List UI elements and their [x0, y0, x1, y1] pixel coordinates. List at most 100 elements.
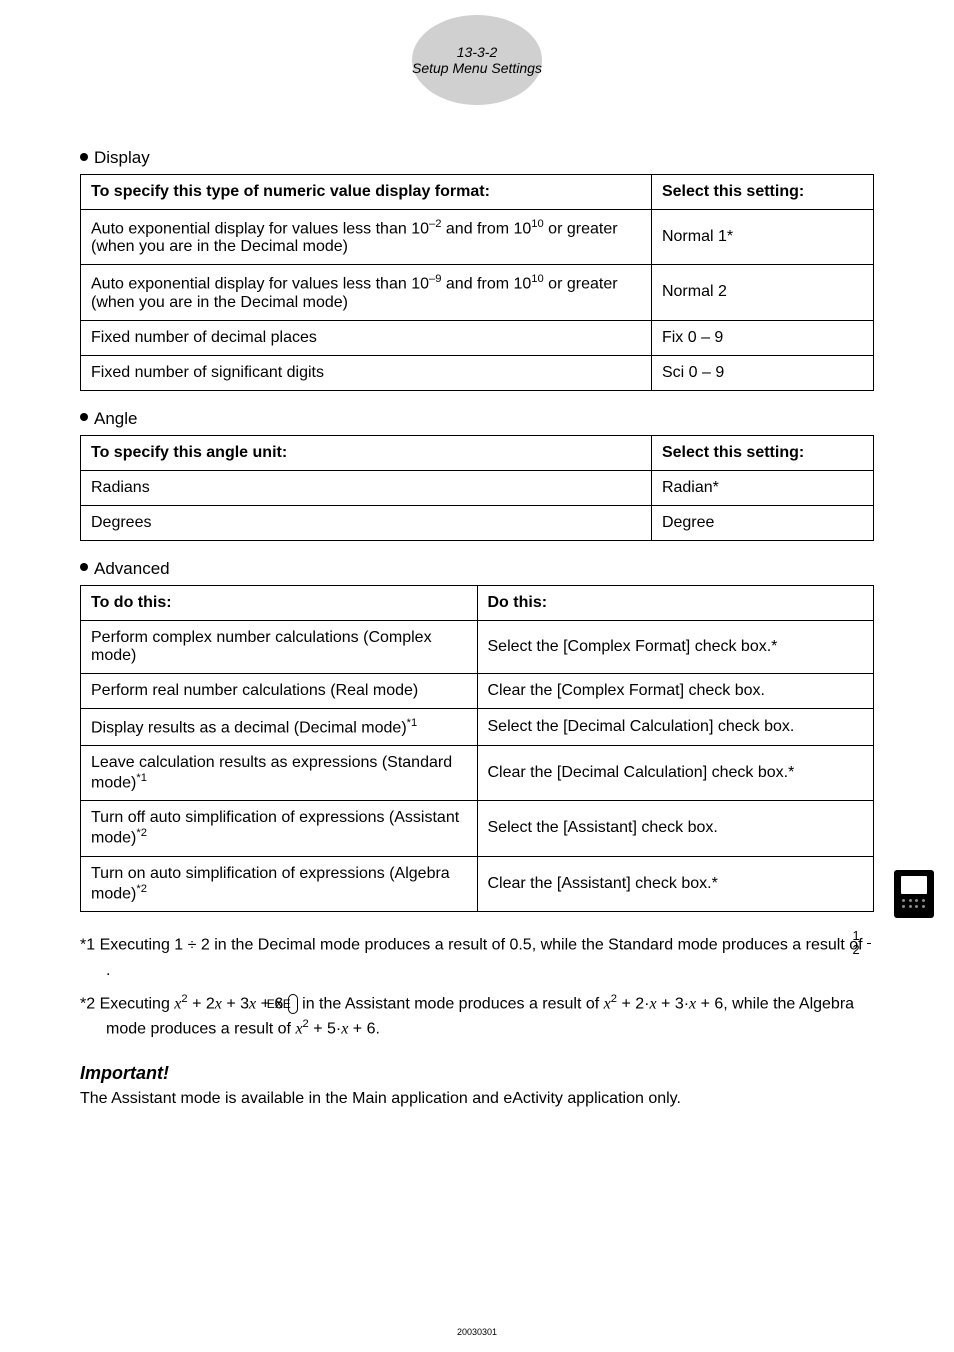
main-content: Display To specify this type of numeric … — [80, 130, 874, 1108]
text: + 2· — [617, 995, 649, 1012]
table-row: Turn off auto simplification of expressi… — [81, 801, 874, 856]
text: + 6. — [348, 1020, 380, 1037]
advanced-table: To do this: Do this: Perform complex num… — [80, 585, 874, 912]
variable: x — [649, 995, 656, 1012]
advanced-todo: Turn on auto simplification of expressio… — [81, 856, 478, 911]
text: Display results as a decimal (Decimal mo… — [91, 719, 407, 736]
text: + 5· — [309, 1020, 341, 1037]
table-header-row: To specify this type of numeric value di… — [81, 175, 874, 210]
angle-col1-header: To specify this angle unit: — [81, 435, 652, 470]
calculator-keys-icon — [901, 898, 927, 910]
exe-key-icon: EXE — [288, 994, 298, 1014]
footer-number: 20030301 — [457, 1327, 497, 1337]
advanced-todo: Display results as a decimal (Decimal mo… — [81, 708, 478, 745]
advanced-heading: Advanced — [80, 559, 874, 579]
text: + 3· — [657, 995, 689, 1012]
display-setting: Normal 1* — [651, 210, 873, 265]
display-setting: Fix 0 – 9 — [651, 320, 873, 355]
variable: x — [215, 995, 222, 1012]
text: Auto exponential display for values less… — [91, 220, 429, 237]
footnote-1: *1 Executing 1 ÷ 2 in the Decimal mode p… — [80, 932, 874, 983]
exponent: 10 — [531, 218, 543, 230]
display-table: To specify this type of numeric value di… — [80, 174, 874, 391]
display-desc: Fixed number of decimal places — [81, 320, 652, 355]
footnote-ref: *1 — [136, 772, 147, 784]
text: Auto exponential display for values less… — [91, 276, 429, 293]
text: + 3 — [222, 995, 249, 1012]
variable: x — [604, 995, 611, 1012]
table-row: Auto exponential display for values less… — [81, 265, 874, 320]
display-setting: Sci 0 – 9 — [651, 355, 873, 390]
table-row: Turn on auto simplification of expressio… — [81, 856, 874, 911]
display-col2-header: Select this setting: — [651, 175, 873, 210]
display-heading: Display — [80, 148, 874, 168]
angle-setting: Degree — [651, 505, 873, 540]
denominator: 2 — [867, 944, 871, 957]
table-row: Fixed number of decimal places Fix 0 – 9 — [81, 320, 874, 355]
display-heading-text: Display — [94, 148, 150, 167]
angle-setting: Radian* — [651, 470, 873, 505]
text: . — [106, 962, 110, 979]
table-row: Perform real number calculations (Real m… — [81, 673, 874, 708]
text: *1 Executing 1 ÷ 2 in the Decimal mode p… — [80, 937, 867, 954]
advanced-todo: Perform real number calculations (Real m… — [81, 673, 478, 708]
advanced-dothis: Select the [Assistant] check box. — [477, 801, 874, 856]
table-row: Leave calculation results as expressions… — [81, 745, 874, 800]
page-title: Setup Menu Settings — [412, 60, 542, 76]
text: + 2 — [188, 995, 215, 1012]
table-header-row: To do this: Do this: — [81, 585, 874, 620]
table-row: Degrees Degree — [81, 505, 874, 540]
advanced-dothis: Clear the [Assistant] check box.* — [477, 856, 874, 911]
advanced-col1-header: To do this: — [81, 585, 478, 620]
exponent: –9 — [429, 273, 441, 285]
angle-col2-header: Select this setting: — [651, 435, 873, 470]
header-badge: 13-3-2 Setup Menu Settings — [412, 15, 542, 105]
angle-unit: Radians — [81, 470, 652, 505]
important-heading: Important! — [80, 1063, 874, 1084]
advanced-todo: Perform complex number calculations (Com… — [81, 620, 478, 673]
display-col1-header: To specify this type of numeric value di… — [81, 175, 652, 210]
advanced-todo: Leave calculation results as expressions… — [81, 745, 478, 800]
table-row: Perform complex number calculations (Com… — [81, 620, 874, 673]
bullet-icon — [80, 413, 88, 421]
text: and from 10 — [441, 220, 531, 237]
table-header-row: To specify this angle unit: Select this … — [81, 435, 874, 470]
display-desc: Auto exponential display for values less… — [81, 265, 652, 320]
advanced-todo: Turn off auto simplification of expressi… — [81, 801, 478, 856]
page-number: 13-3-2 — [457, 44, 497, 60]
angle-unit: Degrees — [81, 505, 652, 540]
footnote-ref: *1 — [407, 717, 418, 729]
fraction: 12 — [867, 930, 871, 957]
variable: x — [295, 1020, 302, 1037]
footnotes: *1 Executing 1 ÷ 2 in the Decimal mode p… — [80, 932, 874, 1041]
advanced-dothis: Clear the [Decimal Calculation] check bo… — [477, 745, 874, 800]
important-text: The Assistant mode is available in the M… — [80, 1090, 874, 1108]
bullet-icon — [80, 153, 88, 161]
footnote-ref: *2 — [136, 883, 147, 895]
table-row: Fixed number of significant digits Sci 0… — [81, 355, 874, 390]
display-desc: Fixed number of significant digits — [81, 355, 652, 390]
table-row: Radians Radian* — [81, 470, 874, 505]
footnote-ref: *2 — [136, 827, 147, 839]
advanced-heading-text: Advanced — [94, 559, 170, 578]
text: and from 10 — [441, 276, 531, 293]
calculator-icon — [894, 870, 934, 918]
exponent: –2 — [429, 218, 441, 230]
text: in the Assistant mode produces a result … — [298, 995, 604, 1012]
bullet-icon — [80, 563, 88, 571]
display-setting: Normal 2 — [651, 265, 873, 320]
exponent: 10 — [531, 273, 543, 285]
advanced-col2-header: Do this: — [477, 585, 874, 620]
calculator-screen-icon — [901, 876, 927, 894]
angle-heading: Angle — [80, 409, 874, 429]
numerator: 1 — [867, 930, 871, 944]
display-desc: Auto exponential display for values less… — [81, 210, 652, 265]
advanced-dothis: Select the [Decimal Calculation] check b… — [477, 708, 874, 745]
footnote-2: *2 Executing x2 + 2x + 3x + 6 EXE in the… — [80, 991, 874, 1042]
text: *2 Executing — [80, 995, 174, 1012]
angle-heading-text: Angle — [94, 409, 137, 428]
advanced-dothis: Clear the [Complex Format] check box. — [477, 673, 874, 708]
table-row: Display results as a decimal (Decimal mo… — [81, 708, 874, 745]
table-row: Auto exponential display for values less… — [81, 210, 874, 265]
advanced-dothis: Select the [Complex Format] check box.* — [477, 620, 874, 673]
